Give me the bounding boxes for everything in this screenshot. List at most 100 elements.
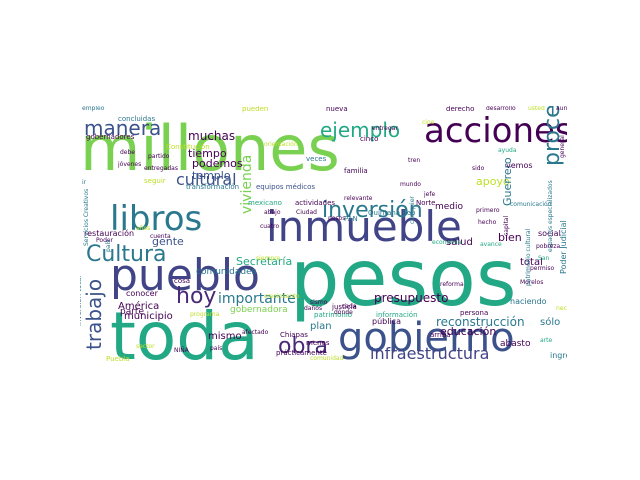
word-cloud-term: crecimiento	[264, 293, 300, 300]
word-cloud-term: desarrollo	[486, 106, 516, 112]
word-cloud-term: sido	[472, 165, 485, 172]
word-cloud-term: usted	[528, 106, 545, 112]
word-cloud-term: cosa	[174, 277, 191, 285]
word-cloud-term: patrimonio	[314, 311, 353, 319]
word-cloud-term: equipos médicos	[256, 183, 316, 191]
word-cloud-term: gobierno	[338, 315, 515, 361]
word-cloud-term: cualquier	[409, 196, 416, 224]
word-cloud-term: vemos	[506, 161, 533, 170]
word-cloud-term: mexicano	[248, 199, 282, 207]
word-cloud-term: medio	[435, 202, 464, 212]
word-cloud-term: Quintana Roo	[368, 209, 416, 217]
word-cloud-term: cuenta	[150, 233, 171, 240]
word-cloud-term: actividades	[295, 199, 336, 207]
word-cloud-term: capital	[503, 215, 510, 236]
word-cloud-term: pueden	[242, 106, 269, 113]
word-cloud-term: jefe	[424, 191, 436, 198]
word-cloud-term: inversión	[322, 198, 423, 223]
word-cloud-term: hecho	[478, 219, 497, 226]
word-cloud-term: general	[559, 135, 566, 158]
word-cloud-term: podemos	[192, 157, 243, 170]
word-cloud-term: reforma	[440, 281, 464, 288]
word-cloud-term: salud	[446, 237, 473, 248]
word-cloud-term: educación	[440, 325, 497, 338]
word-cloud-term: permiso	[530, 265, 555, 272]
word-cloud-term: pobreza	[536, 243, 561, 250]
word-cloud-term: PAN	[344, 215, 358, 223]
word-cloud-term: tiempo	[188, 147, 227, 160]
word-cloud-term: pueblo	[110, 250, 260, 301]
word-cloud-term: comunidad	[310, 355, 344, 362]
word-cloud-term: Chiapas	[280, 331, 308, 339]
word-cloud-term: gobernadores	[86, 133, 135, 141]
word-cloud-term: menos	[306, 339, 330, 347]
word-cloud-term: afectado	[242, 329, 269, 336]
word-cloud-term: Poder	[96, 237, 114, 244]
word-cloud-term: presupuesto	[374, 291, 449, 305]
word-cloud-term: seguir	[144, 177, 166, 185]
word-cloud-term: Cultura	[86, 242, 167, 267]
word-cloud-term: apoyo	[476, 175, 510, 188]
word-cloud-term: siempre	[256, 255, 281, 262]
word-cloud-term: ayuda	[498, 147, 517, 154]
word-cloud-term: bien	[498, 231, 522, 244]
word-cloud-term: Puebla	[106, 355, 130, 363]
word-cloud-term: trabajo	[82, 278, 106, 350]
word-cloud-term: haciendo	[510, 297, 547, 306]
word-cloud-term: mismo	[208, 331, 242, 342]
word-cloud-term: abajo	[264, 209, 281, 216]
word-cloud-term: Servicios Creativos	[83, 188, 90, 246]
word-cloud-term: Ciudad	[296, 209, 317, 216]
word-cloud-term: persona	[460, 309, 489, 317]
word-cloud-term: ingreso	[550, 351, 567, 360]
word-cloud-term: cultural	[176, 170, 237, 189]
word-cloud-term: prácticamente	[276, 349, 327, 357]
word-cloud-term: avance	[480, 241, 502, 248]
word-cloud-term: comunidades	[196, 267, 257, 277]
word-cloud-term: infraestructura	[370, 344, 490, 363]
word-cloud-term: debe	[120, 149, 135, 156]
word-cloud-term: América	[118, 301, 160, 312]
word-cloud-term: social	[538, 229, 561, 238]
word-cloud-term: Norte	[416, 199, 436, 207]
word-cloud-term: transformación	[186, 183, 240, 191]
word-cloud-term: Constitución	[166, 143, 210, 151]
word-cloud-term: comunicación	[510, 201, 552, 208]
word-cloud-term: orientación	[264, 141, 298, 148]
word-cloud-term: conocer	[126, 289, 158, 298]
word-cloud-term: cinco	[360, 135, 379, 143]
word-cloud-term: pesos	[328, 215, 346, 222]
word-cloud-term: templo	[192, 169, 231, 182]
word-cloud-term: gente	[152, 235, 184, 248]
word-cloud-term: sólo	[540, 317, 561, 328]
word-cloud-term: concluidas	[118, 115, 156, 123]
word-cloud-term: inversión total	[80, 275, 83, 326]
word-cloud-term: empleo	[82, 106, 105, 112]
word-cloud-term: entregadas	[144, 165, 178, 172]
word-cloud-term: país	[210, 345, 223, 352]
word-cloud-term: total	[520, 257, 543, 268]
word-cloud-term: espacios especializados	[547, 180, 554, 252]
word-cloud: millones pesos toda inmueble pueblo gobi…	[80, 106, 567, 368]
word-cloud-term: Poder Judicial	[559, 220, 567, 274]
word-cloud-term: patrimonio cultural	[525, 228, 532, 286]
word-cloud-term: cada	[342, 303, 357, 310]
word-cloud-term: Morelos	[520, 279, 544, 286]
word-cloud-term: tren	[408, 157, 421, 164]
word-cloud-term: obra	[278, 334, 328, 359]
word-cloud-term: daños	[304, 305, 323, 312]
word-cloud-term: cuatro	[260, 223, 280, 230]
word-cloud-term: partido	[148, 153, 170, 160]
word-cloud-term: economía	[432, 239, 462, 246]
word-cloud-term: muchas	[188, 129, 236, 143]
word-cloud-term: hoy	[176, 284, 217, 309]
word-cloud-term: pública	[372, 317, 401, 326]
word-cloud-term: familia	[344, 167, 368, 175]
word-cloud-term: abasto	[500, 339, 531, 349]
word-cloud-term: reconstrucción	[436, 315, 525, 329]
word-cloud-term: derecho	[446, 106, 475, 113]
word-cloud-term: importante	[218, 291, 296, 307]
word-cloud-term: inmueble	[266, 202, 462, 251]
word-cloud-term: información	[376, 311, 418, 319]
word-cloud-term: toda	[110, 298, 259, 369]
